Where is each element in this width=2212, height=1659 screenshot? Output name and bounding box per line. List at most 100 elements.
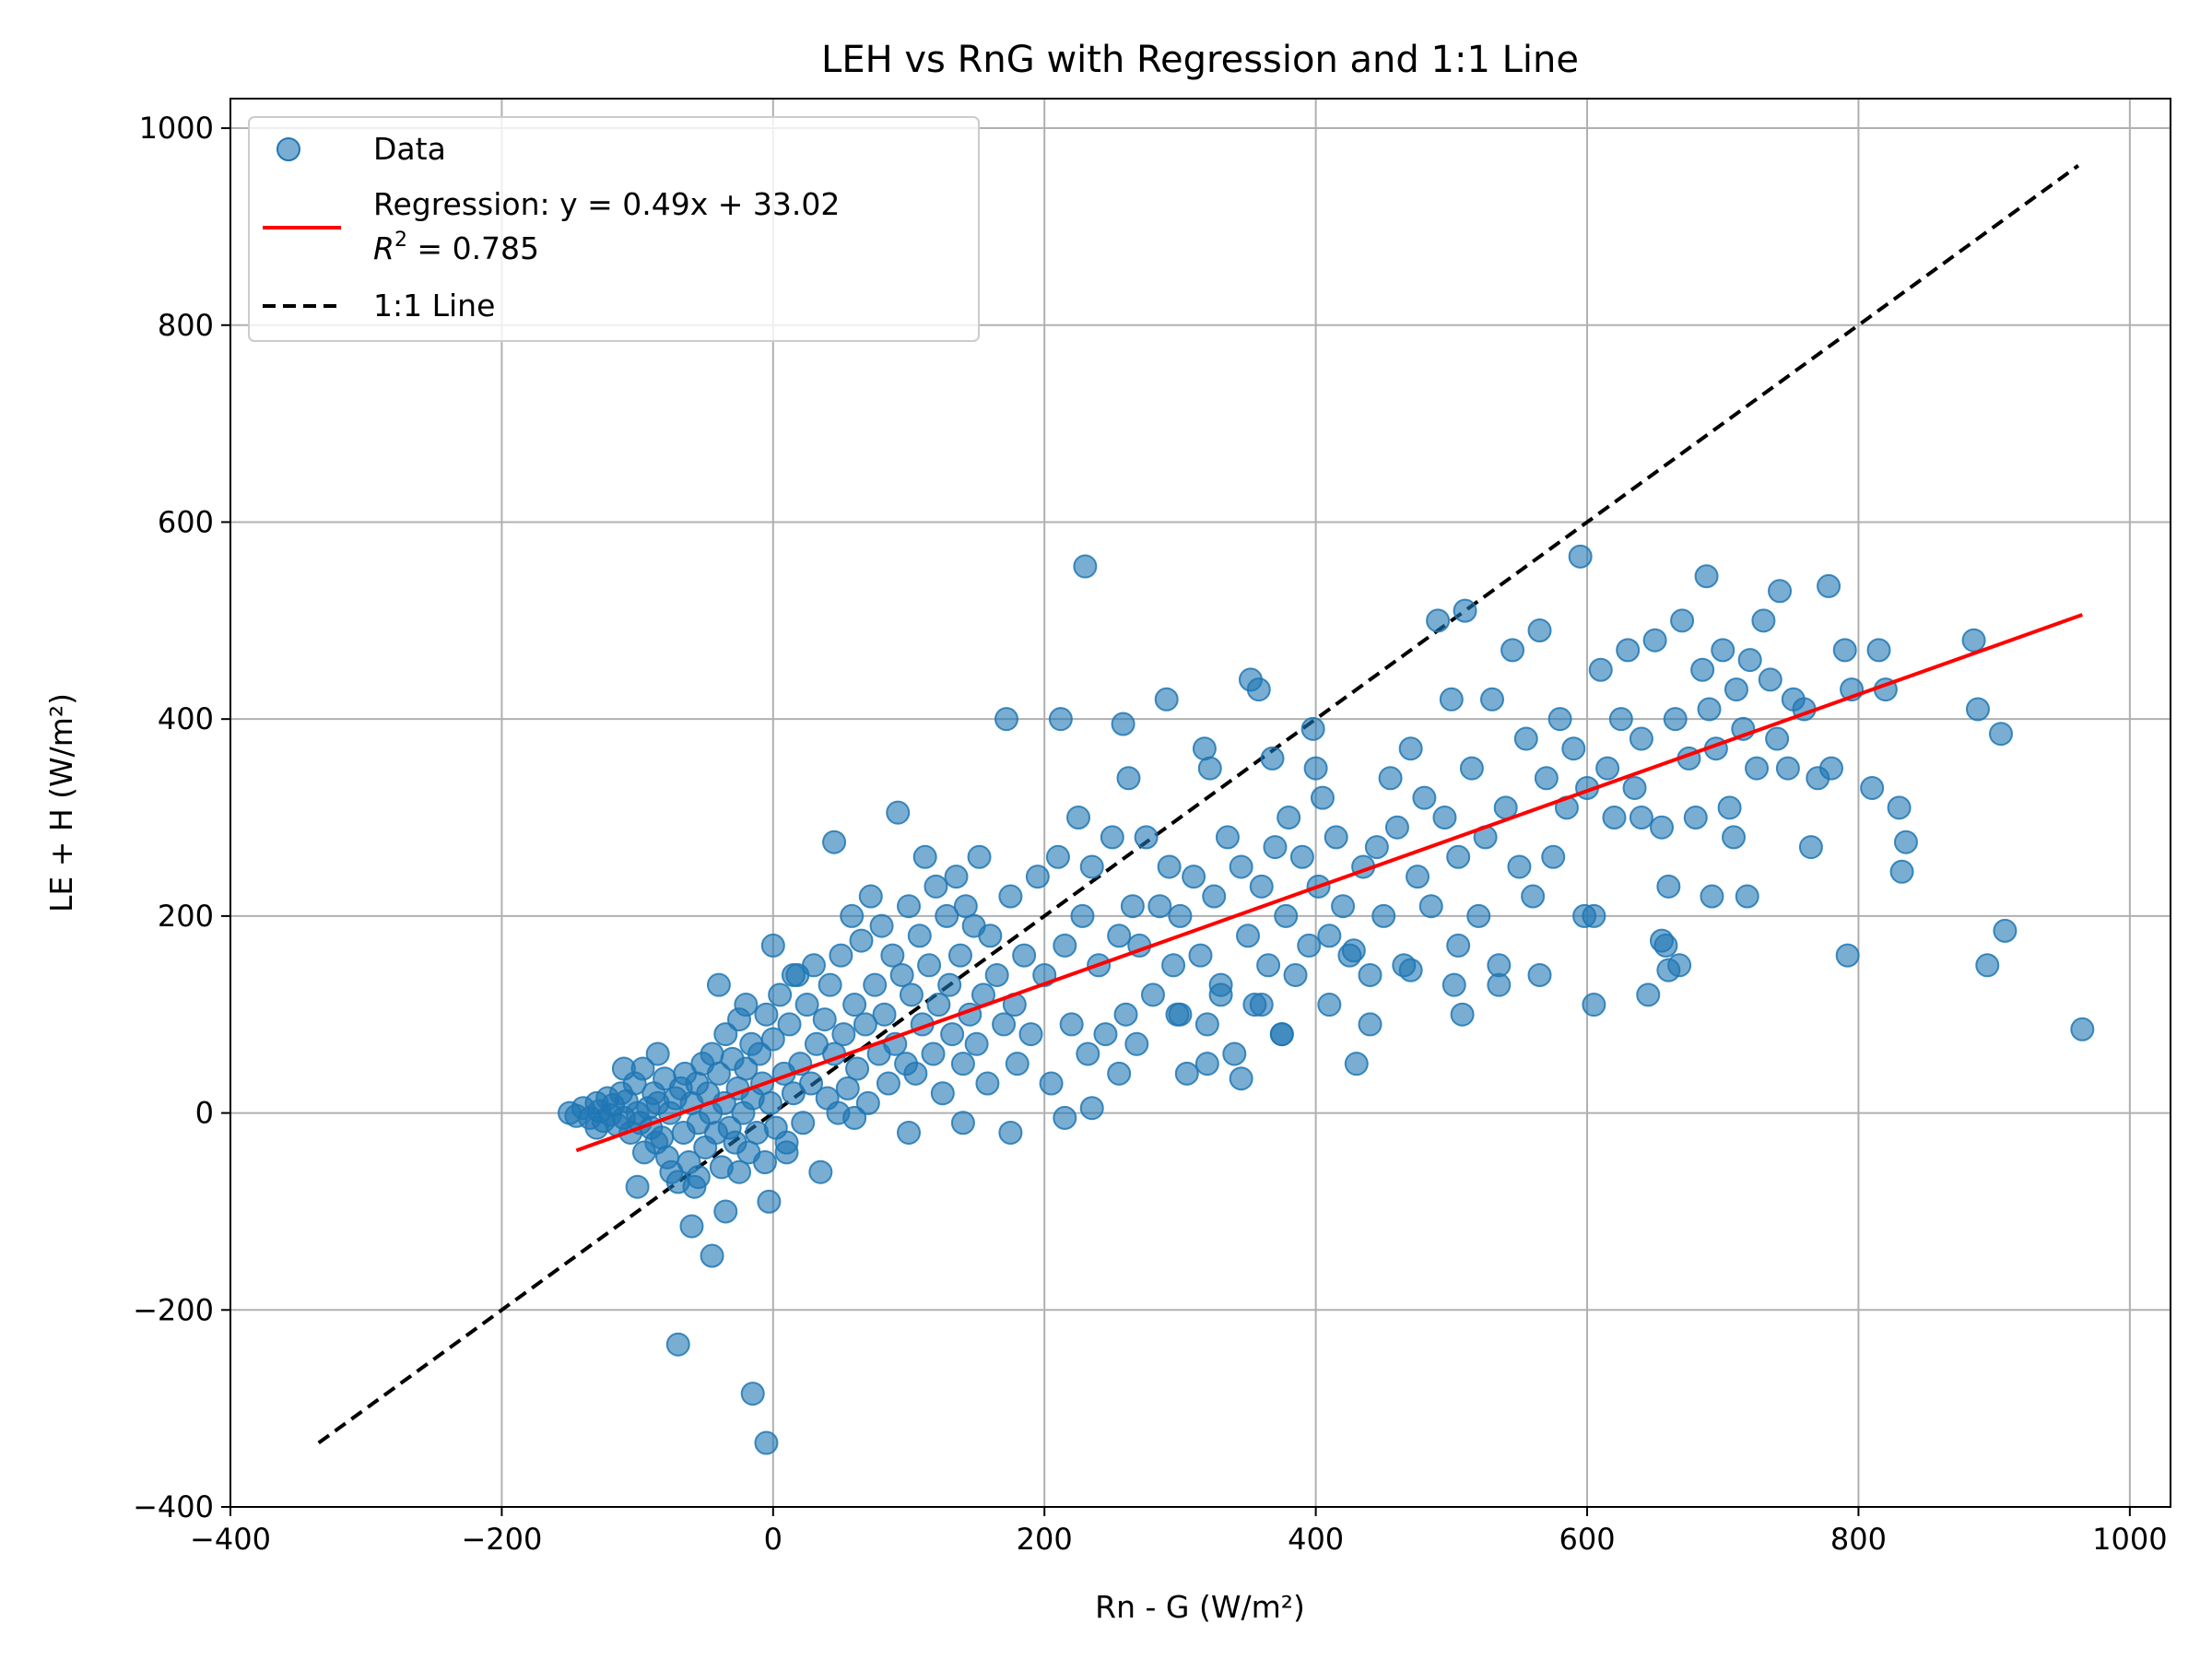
data-point bbox=[1670, 608, 1695, 633]
y-tick-label: 0 bbox=[195, 1096, 214, 1131]
data-point bbox=[1215, 825, 1240, 850]
legend-r2-label: R2 = 0.785 bbox=[373, 229, 539, 266]
data-point bbox=[757, 1189, 782, 1214]
data-point bbox=[1208, 982, 1233, 1007]
data-point bbox=[1297, 933, 1322, 958]
data-point bbox=[1249, 993, 1274, 1018]
data-point bbox=[1358, 1012, 1382, 1037]
data-point bbox=[650, 1125, 675, 1150]
data-point bbox=[1832, 638, 1857, 663]
data-point bbox=[1154, 687, 1179, 712]
data-point bbox=[1048, 707, 1073, 732]
legend-r2-sup: 2 bbox=[394, 229, 407, 252]
data-point bbox=[1116, 766, 1141, 791]
data-point bbox=[1341, 938, 1366, 963]
y-tick-label: −200 bbox=[133, 1292, 214, 1327]
x-tick-label: 800 bbox=[1830, 1522, 1887, 1557]
data-point bbox=[686, 1165, 711, 1190]
data-point bbox=[1758, 667, 1783, 692]
data-point bbox=[1582, 993, 1606, 1018]
x-ticks: −400 −200 0 200 400 600 800 1000 bbox=[190, 1507, 2168, 1557]
legend-r2-symbol: R bbox=[373, 230, 394, 266]
y-tick-label: 800 bbox=[158, 308, 214, 343]
data-point bbox=[1418, 894, 1443, 919]
data-point bbox=[1993, 918, 2018, 943]
data-point bbox=[808, 1159, 833, 1184]
data-point bbox=[1406, 865, 1430, 889]
data-point bbox=[1157, 854, 1182, 879]
data-point bbox=[734, 993, 759, 1018]
data-point bbox=[1450, 1002, 1475, 1027]
data-point bbox=[975, 1071, 1000, 1096]
data-point bbox=[1453, 598, 1477, 623]
y-tick-label: 1000 bbox=[139, 111, 214, 146]
data-point bbox=[1229, 1066, 1253, 1091]
data-point bbox=[1364, 835, 1389, 860]
data-point bbox=[1649, 928, 1674, 953]
data-point bbox=[740, 1382, 765, 1406]
data-point bbox=[1697, 697, 1722, 722]
data-point bbox=[1194, 1052, 1219, 1077]
data-point bbox=[1066, 806, 1091, 830]
data-point bbox=[880, 943, 905, 968]
data-point bbox=[1768, 579, 1793, 604]
data-point bbox=[1358, 962, 1382, 987]
data-point bbox=[734, 1056, 759, 1081]
data-point bbox=[829, 943, 853, 968]
data-point bbox=[1622, 775, 1647, 800]
data-point bbox=[889, 962, 914, 987]
data-point bbox=[921, 1041, 946, 1066]
data-point bbox=[1005, 1052, 1030, 1077]
data-point bbox=[937, 972, 962, 997]
data-point bbox=[1168, 903, 1193, 928]
data-point bbox=[886, 800, 911, 825]
data-point bbox=[1277, 806, 1301, 830]
data-point bbox=[926, 993, 951, 1018]
data-point bbox=[758, 1090, 782, 1115]
data-point bbox=[1412, 785, 1437, 810]
x-tick-label: 0 bbox=[764, 1522, 782, 1557]
data-point bbox=[1588, 657, 1613, 682]
data-point bbox=[1534, 766, 1559, 791]
y-tick-label: −400 bbox=[133, 1489, 214, 1524]
one-to-one-line-layer bbox=[317, 164, 2080, 1445]
x-tick-label: 1000 bbox=[2092, 1522, 2167, 1557]
data-point bbox=[1053, 1105, 1077, 1130]
data-point bbox=[840, 903, 865, 928]
data-point bbox=[713, 1199, 738, 1224]
y-tick-label: 400 bbox=[158, 701, 214, 736]
data-point bbox=[1236, 924, 1261, 948]
y-tick-label: 600 bbox=[158, 504, 214, 539]
data-point bbox=[897, 894, 922, 919]
data-point bbox=[950, 1111, 975, 1135]
data-point bbox=[1174, 1061, 1199, 1086]
data-point bbox=[930, 1081, 955, 1106]
data-point bbox=[781, 962, 806, 987]
data-point bbox=[777, 1012, 802, 1037]
data-point bbox=[842, 993, 867, 1018]
data-point bbox=[1045, 844, 1070, 869]
data-point bbox=[760, 1027, 785, 1052]
data-point bbox=[1073, 554, 1098, 579]
data-point bbox=[1324, 825, 1348, 850]
data-point bbox=[752, 1150, 777, 1175]
data-point bbox=[1636, 982, 1661, 1007]
x-tick-label: −400 bbox=[190, 1522, 271, 1557]
legend-regression-label: Regression: y = 0.49x + 33.02 bbox=[373, 186, 840, 222]
data-point bbox=[1426, 608, 1451, 633]
data-point bbox=[1541, 844, 1566, 869]
data-point bbox=[903, 1061, 928, 1086]
data-point bbox=[907, 924, 932, 948]
data-point bbox=[998, 884, 1023, 909]
data-point bbox=[1188, 943, 1213, 968]
data-point bbox=[791, 1111, 816, 1135]
data-point bbox=[1775, 756, 1800, 781]
data-point bbox=[1459, 756, 1484, 781]
data-point bbox=[1446, 844, 1471, 869]
data-point bbox=[1887, 795, 1912, 820]
data-point bbox=[1527, 618, 1552, 643]
y-tick-label: 200 bbox=[158, 899, 214, 934]
data-point bbox=[1965, 697, 1990, 722]
data-point bbox=[1735, 884, 1759, 909]
data-point bbox=[818, 972, 842, 997]
